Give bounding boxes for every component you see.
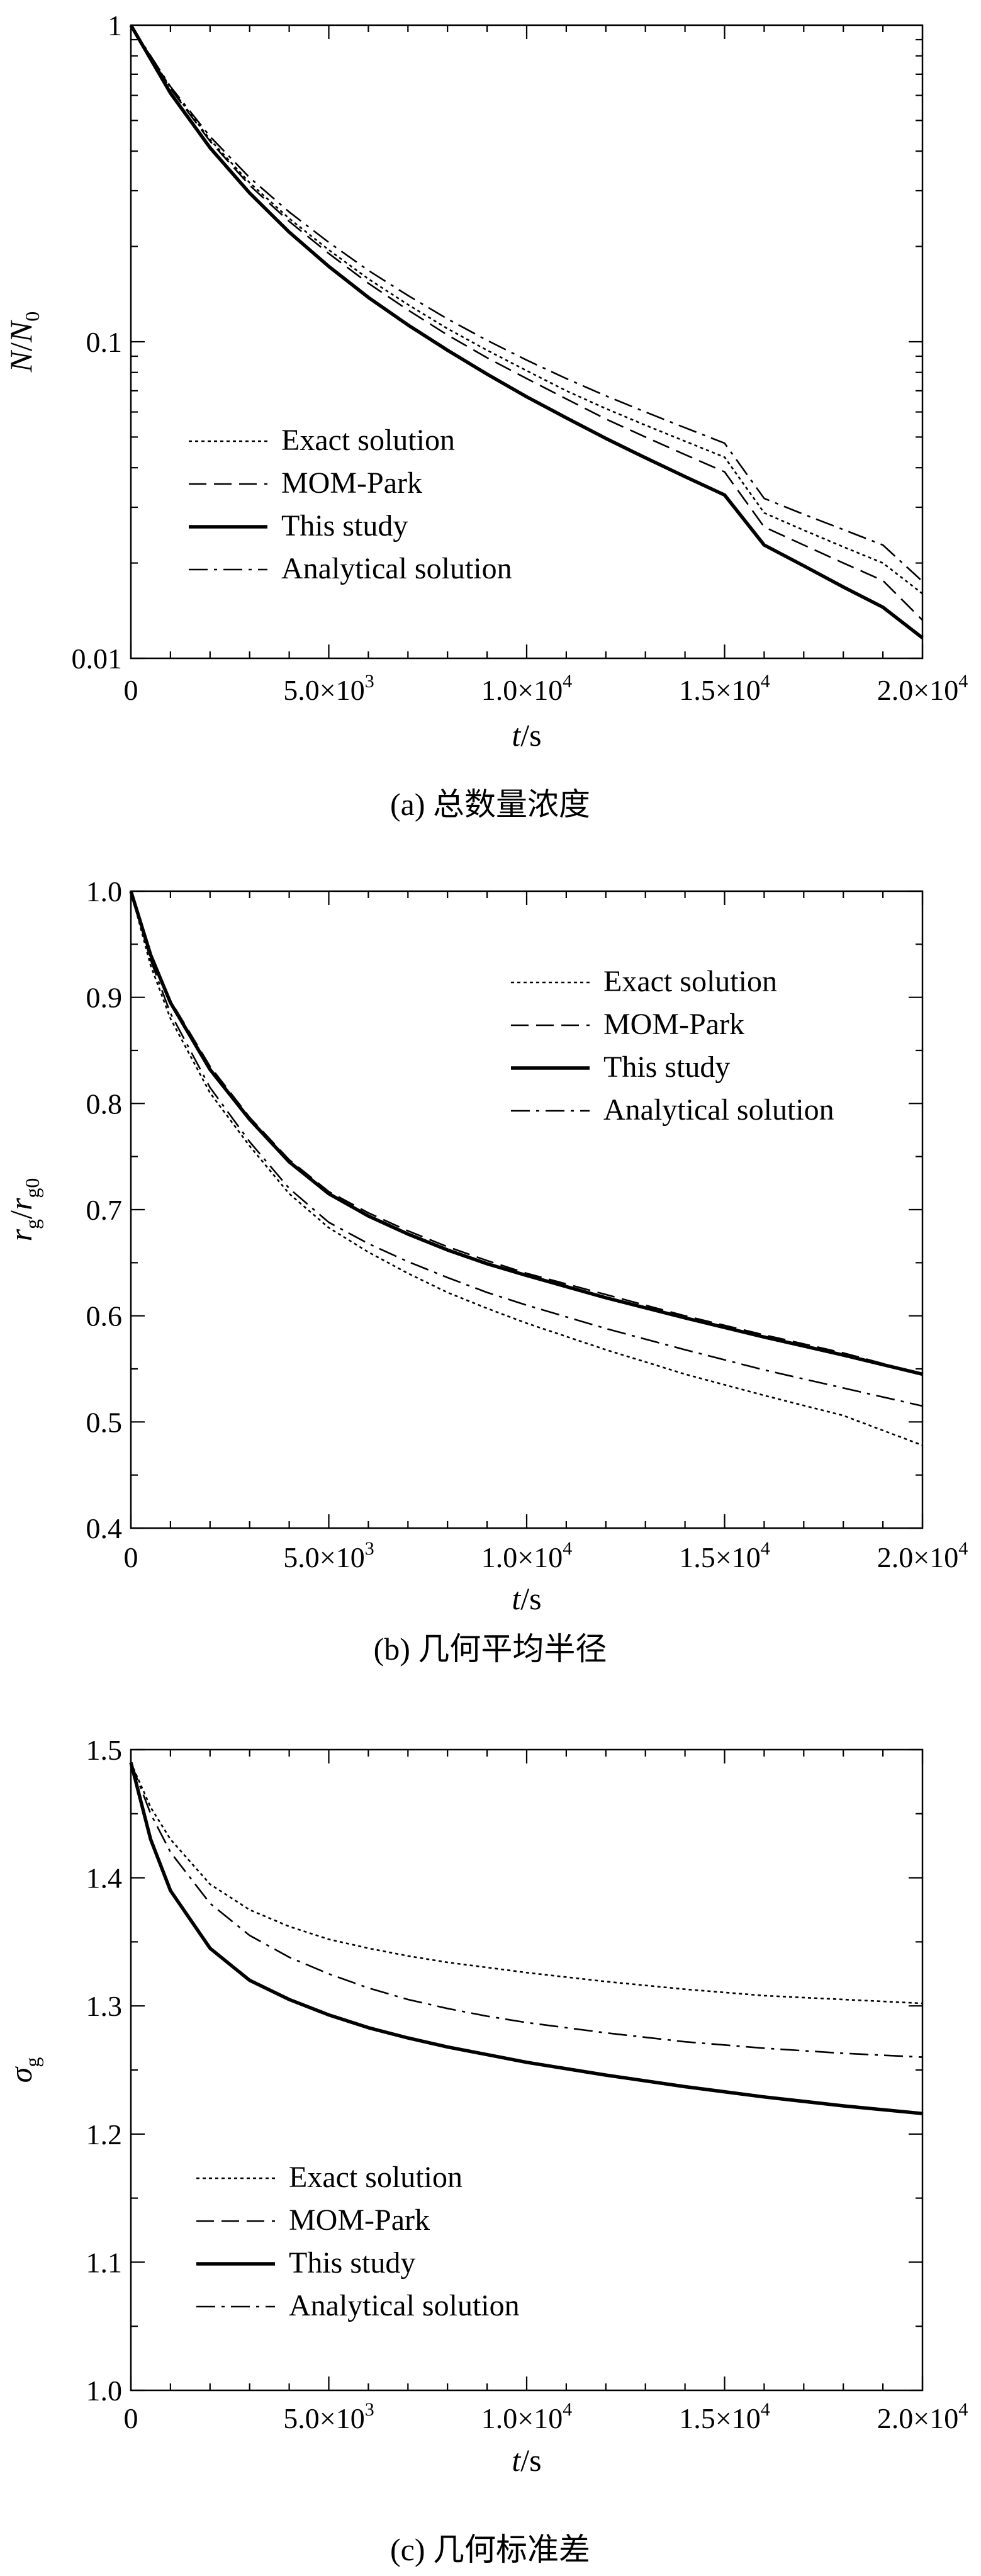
chart-a-series-exact-solution (130, 25, 923, 595)
chart-b-caption: (b) 几何平均半径 (374, 1631, 607, 1667)
chart-b-svg: 0 5.0×103 1.0×104 1.5×104 2.0×104 1.0 0.9 0.8 0.… (3, 875, 968, 1667)
chart-c-legend-label-this-study: This study (289, 2246, 415, 2280)
chart-a-y-tick-label: 0.1 (86, 326, 123, 358)
chart-a-legend-label-analytical-solution: Analytical solution (281, 552, 512, 585)
chart-a-y-tick-label: 1 (108, 9, 122, 42)
chart-b-x-tick-label: 1.0×104 (481, 1538, 572, 1573)
chart-b-legend-label-analytical-solution: Analytical solution (603, 1093, 834, 1127)
chart-b-legend-label-this-study: This study (603, 1050, 730, 1084)
chart-b-legend-label-mom-park: MOM-Park (603, 1008, 744, 1041)
chart-b-x-axis-label: t/s (512, 1581, 541, 1616)
chart-panel-c: 0 5.0×103 1.0×104 1.5×104 2.0×104 1.5 1.4 1.3 1.… (0, 1699, 981, 2576)
chart-b-y-tick-label: 1.0 (86, 875, 123, 908)
chart-c-y-tick-label: 1.4 (86, 1862, 123, 1894)
chart-b-x-tick-label: 1.5×104 (679, 1538, 770, 1573)
chart-c-x-tick-label: 5.0×103 (283, 2399, 374, 2434)
chart-c-legend-label-mom-park: MOM-Park (289, 2203, 430, 2237)
chart-c-series-this-study (129, 1762, 923, 2115)
chart-a-y-axis-label: N/N0 (3, 312, 43, 373)
chart-a-svg: 0 5.0×103 1.0×104 1.5×104 2.0×104 1 0.1 0.01 t/s… (3, 9, 968, 822)
chart-a-series-analytical-solution (130, 25, 923, 582)
chart-c-y-tick-label: 1.1 (86, 2246, 123, 2278)
chart-a-legend-label-mom-park: MOM-Park (281, 466, 422, 500)
chart-b-y-tick-label: 0.9 (86, 982, 123, 1014)
chart-b-x-tick-label: 2.0×104 (877, 1538, 968, 1573)
chart-b-x-tick-label: 0 (124, 1541, 138, 1573)
chart-a-y-tick-label: 0.01 (72, 643, 123, 675)
chart-c-legend-label-exact-solution: Exact solution (289, 2161, 462, 2194)
chart-c-legend-label-analytical-solution: Analytical solution (289, 2289, 520, 2322)
chart-a-caption: (a) 总数量浓度 (390, 787, 590, 822)
chart-a-plot-frame (130, 24, 924, 660)
chart-c-y-tick-label: 1.0 (86, 2375, 123, 2407)
chart-b-y-tick-label: 0.5 (86, 1406, 123, 1438)
chart-a-x-axis-label: t/s (512, 717, 541, 753)
chart-c-y-axis-label: σg (3, 2057, 43, 2083)
chart-a-x-tick-label: 1.0×104 (481, 671, 572, 706)
chart-b-series-this-study (129, 891, 923, 1376)
chart-b-y-tick-label: 0.6 (86, 1300, 123, 1332)
chart-c-y-tick-label: 1.2 (86, 2118, 123, 2151)
chart-panel-a: 0 5.0×103 1.0×104 1.5×104 2.0×104 1 0.1 0.01 t/s… (0, 0, 981, 843)
chart-a-x-tick-label: 2.0×104 (877, 671, 968, 706)
chart-b-y-axis-label: rg/rg0 (3, 1178, 43, 1242)
chart-c-x-tick-label: 2.0×104 (877, 2399, 968, 2434)
chart-c-x-tick-label: 0 (124, 2402, 138, 2434)
chart-c-x-axis-label: t/s (512, 2443, 541, 2478)
chart-c-series-exact-solution (130, 1762, 923, 2005)
chart-b-plot-frame (130, 890, 924, 1529)
chart-b-series-mom-park (130, 891, 923, 1375)
chart-c-series-analytical-solution (130, 1762, 923, 2058)
chart-a-series-mom-park (130, 25, 923, 621)
chart-a-series-this-study (129, 24, 924, 639)
chart-b-series-exact-solution (130, 891, 923, 1446)
chart-b-legend-label-exact-solution: Exact solution (603, 965, 777, 998)
chart-c-svg: 0 5.0×103 1.0×104 1.5×104 2.0×104 1.5 1.4 1.3 1.… (3, 1734, 968, 2567)
chart-c-y-tick-label: 1.3 (86, 1990, 123, 2022)
chart-a-x-tick-label: 0 (124, 674, 138, 706)
chart-panel-b: 0 5.0×103 1.0×104 1.5×104 2.0×104 1.0 0.9 0.8 0.… (0, 843, 981, 1699)
chart-c-x-tick-label: 1.5×104 (679, 2399, 770, 2434)
chart-c-caption: (c) 几何标准差 (390, 2532, 590, 2567)
chart-b-x-tick-label: 5.0×103 (283, 1538, 374, 1573)
chart-b-y-tick-label: 0.7 (86, 1194, 123, 1226)
chart-c-y-tick-label: 1.5 (86, 1734, 123, 1766)
chart-c-x-tick-label: 1.0×104 (481, 2399, 572, 2434)
chart-a-x-tick-label: 5.0×103 (283, 671, 374, 706)
chart-c-plot-frame (130, 1748, 924, 2392)
chart-a-x-tick-label: 1.5×104 (679, 671, 770, 706)
chart-a-legend-label-this-study: This study (281, 509, 408, 543)
chart-b-series-analytical-solution (130, 891, 923, 1407)
chart-b-y-tick-label: 0.4 (86, 1512, 123, 1544)
chart-b-y-tick-label: 0.8 (86, 1088, 123, 1120)
chart-a-legend-label-exact-solution: Exact solution (281, 424, 455, 457)
